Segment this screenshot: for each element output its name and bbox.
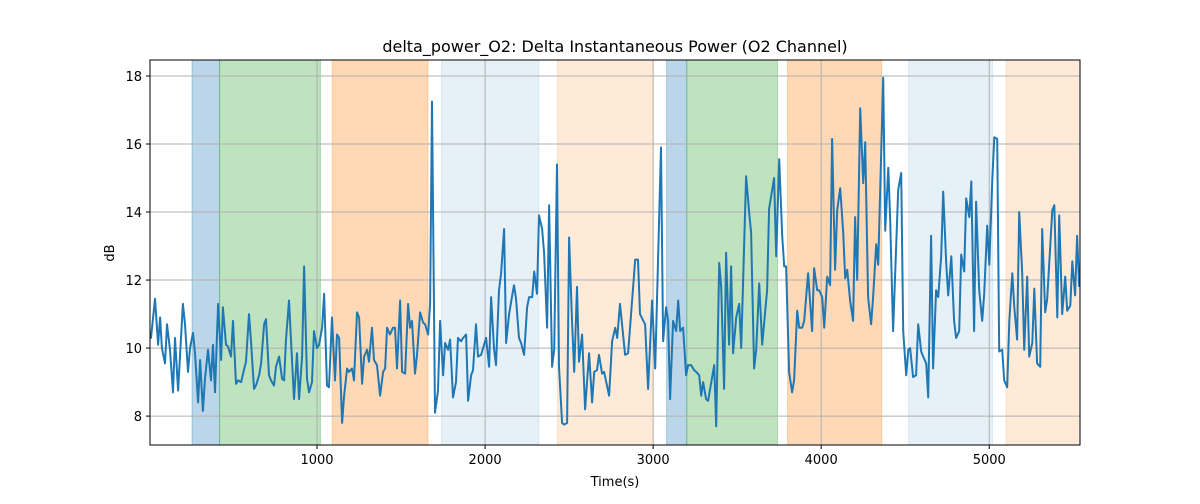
y-axis-ticks: 8 10 12 14 16 18	[125, 70, 150, 425]
x-tick-label: 1000	[300, 453, 333, 468]
series-layer	[150, 76, 1081, 428]
axes-frame	[149, 59, 1081, 446]
shaded-span	[440, 59, 540, 446]
chart-title: delta_power_O2: Delta Instantaneous Powe…	[382, 37, 847, 57]
y-tick-label: 8	[134, 410, 142, 425]
shaded-span	[556, 59, 654, 446]
series-line	[150, 76, 1081, 428]
y-tick-label: 18	[125, 70, 142, 85]
y-tick-label: 14	[125, 206, 142, 221]
x-axis-label: Time(s)	[590, 475, 640, 490]
shaded-span	[331, 59, 429, 446]
x-tick-label: 4000	[805, 453, 838, 468]
x-tick-label: 5000	[973, 453, 1006, 468]
shaded-span	[686, 59, 779, 446]
x-tick-label: 3000	[637, 453, 670, 468]
x-axis-ticks: 1000 2000 3000 4000 5000	[300, 445, 1006, 468]
shaded-span	[219, 59, 321, 446]
shaded-span	[908, 59, 994, 446]
y-tick-label: 10	[125, 342, 142, 357]
x-tick-label: 2000	[469, 453, 502, 468]
y-tick-label: 16	[125, 138, 142, 153]
y-axis-label: dB	[103, 244, 118, 261]
y-tick-label: 12	[125, 274, 142, 289]
